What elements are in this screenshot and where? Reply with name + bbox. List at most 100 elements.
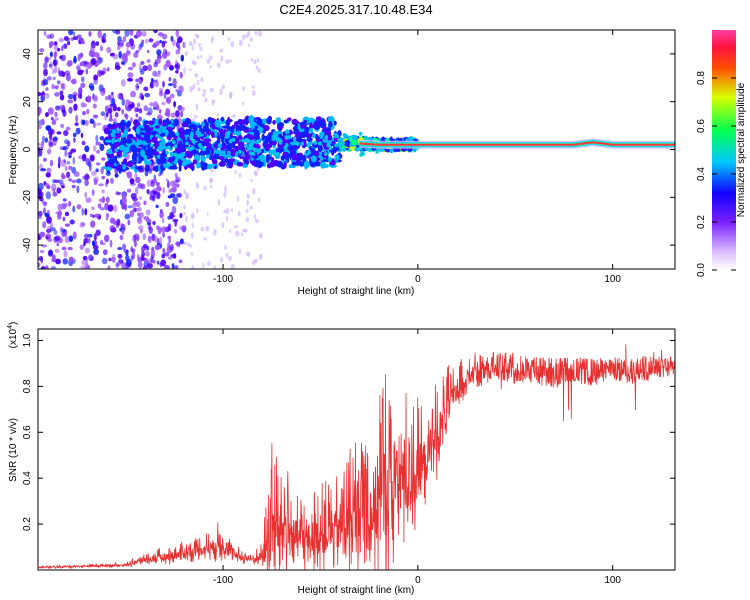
spectrogram-band [114, 147, 119, 153]
spectrogram-noise [175, 241, 181, 246]
spectrogram-noise [121, 98, 125, 106]
spectrogram-band [104, 161, 109, 167]
spectrogram-noise [54, 117, 59, 121]
spectrogram-band [229, 148, 237, 157]
spectrogram-band [309, 127, 314, 134]
spectrogram-noise [206, 58, 211, 64]
spectrogram-noise [78, 40, 81, 45]
spectrogram-noise [39, 48, 45, 53]
spectrogram-band [239, 119, 247, 125]
snr-multiplier: (x104) [7, 322, 19, 349]
spectrogram-band [227, 151, 231, 156]
spectrogram-peak [248, 151, 253, 156]
spectrogram-band [113, 141, 120, 148]
spectrogram-noise [72, 132, 77, 138]
spectrogram-peak [318, 141, 322, 146]
spectrogram-noise [172, 80, 178, 85]
spectrogram-noise [225, 215, 228, 222]
spectrogram-band [138, 166, 143, 171]
spectrogram-noise [92, 103, 97, 109]
spectrogram-band [322, 138, 329, 143]
spectrogram-noise [76, 66, 81, 71]
spectrogram-noise [212, 99, 216, 103]
spectrogram-noise [240, 232, 244, 237]
spectrogram-noise [94, 51, 99, 58]
spectrogram-noise [135, 83, 139, 91]
snr-xtick-label: -100 [213, 575, 233, 586]
spectrogram-band [126, 122, 130, 129]
spectrogram-noise [38, 262, 41, 268]
spectrogram-band [118, 166, 122, 174]
spectrogram-band [142, 139, 146, 146]
spectrogram-band [105, 166, 112, 171]
spectrogram-noise [153, 178, 156, 185]
spectrogram-peak [175, 132, 180, 137]
spectrogram-band [272, 120, 276, 125]
spectrogram-noise [203, 186, 207, 191]
spectrogram-noise [67, 40, 71, 46]
spectrogram-noise [196, 55, 200, 60]
spectrogram-noise [53, 65, 58, 74]
spectrogram-noise [147, 235, 152, 243]
spectrogram-noise [68, 30, 74, 36]
spectrogram-noise [161, 226, 167, 233]
spectrogram-noise [168, 238, 172, 244]
spectrogram-band [278, 133, 283, 139]
spectrogram-noise [95, 41, 100, 47]
spectrogram-band [268, 162, 275, 168]
spectrogram-noise [135, 78, 139, 83]
spectrogram-band [127, 160, 134, 168]
spectrogram-noise [234, 225, 238, 229]
spectrogram-noise [127, 219, 131, 226]
spectrogram-noise [164, 265, 170, 269]
spectrogram-band [175, 146, 182, 153]
spectrogram-noise [137, 212, 140, 217]
spectrogram-noise [206, 212, 209, 216]
spectrogram-band [290, 146, 298, 151]
spectrogram-noise [217, 198, 221, 206]
spectrogram-noise [57, 156, 61, 165]
spectrogram-band [276, 160, 283, 168]
spectrogram-band [133, 161, 137, 165]
spectrogram-noise [92, 94, 98, 102]
spectrogram-band [210, 163, 216, 168]
colorbar-tick-label: 0.8 [696, 71, 707, 85]
spectrogram-noise [66, 61, 73, 67]
spectrogram-band [105, 139, 112, 143]
spectrogram-noise [242, 86, 245, 91]
spectrogram-noise [178, 259, 183, 264]
spectrogram-noise [204, 97, 208, 103]
spectrogram-band [256, 148, 262, 154]
spectrogram-noise [149, 81, 155, 89]
spectrogram-noise [137, 216, 142, 223]
spectrogram-noise [124, 103, 128, 111]
spectrogram-noise [52, 76, 56, 80]
spectrogram-band [251, 160, 256, 166]
figure-title: C2E4.2025.317.10.48.E34 [279, 2, 432, 17]
spectrogram-noise [68, 235, 74, 242]
spectrogram-noise [161, 40, 166, 48]
spectrogram-band [134, 166, 139, 170]
spectrogram-noise [175, 70, 179, 74]
spectrogram-noise [135, 50, 140, 54]
spectrogram-noise [51, 254, 56, 262]
spectrogram-noise [73, 137, 76, 143]
spectrogram-noise [163, 48, 167, 54]
spectrogram-band [156, 157, 163, 165]
spectrogram-noise [200, 77, 204, 83]
spectrogram-noise [39, 191, 44, 198]
spectrogram-noise [172, 180, 177, 187]
spectrogram-noise [112, 30, 118, 34]
spectrogram-noise [143, 105, 149, 112]
spectrogram-noise [121, 196, 127, 205]
spectrogram-noise [98, 183, 104, 187]
snr-ytick-label: 0.6 [22, 425, 33, 439]
spectrogram-noise [99, 197, 106, 204]
spectrogram-noise [190, 232, 194, 239]
spectrogram-noise [183, 67, 186, 74]
spectrogram-band [146, 124, 150, 131]
spectrogram-noise [79, 69, 85, 74]
spectrogram-noise [42, 94, 45, 98]
spectrogram-peak [324, 134, 329, 139]
spectrogram-peak [278, 140, 283, 145]
